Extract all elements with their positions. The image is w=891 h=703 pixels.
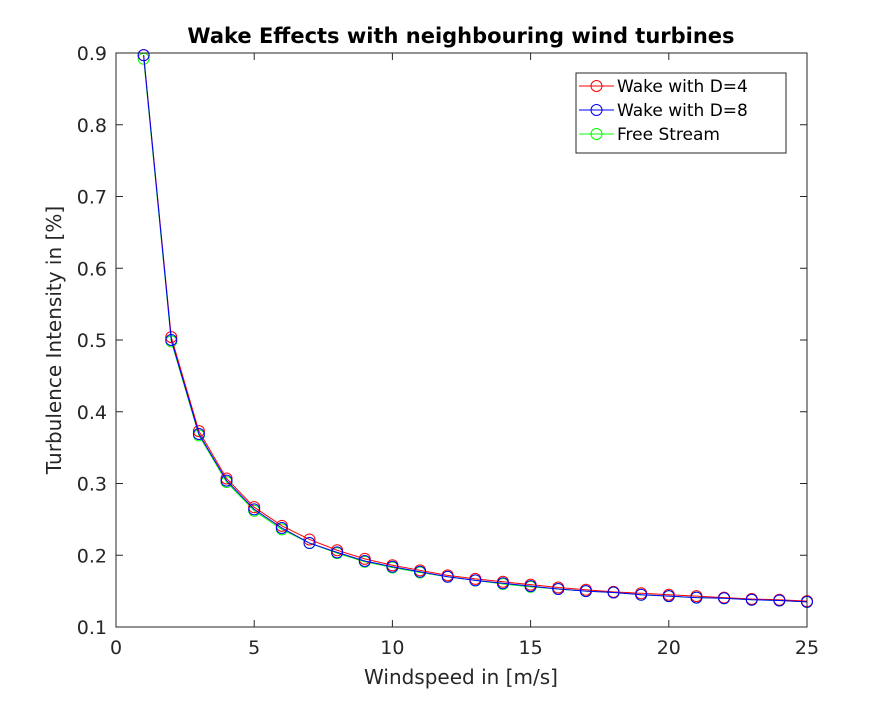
x-tick-label: 10 bbox=[380, 637, 404, 659]
data-point bbox=[718, 592, 731, 605]
data-point bbox=[192, 427, 205, 440]
data-point bbox=[275, 521, 288, 534]
data-point bbox=[469, 574, 482, 587]
y-tick-label: 0.8 bbox=[77, 115, 107, 137]
data-point bbox=[552, 582, 565, 595]
series-layer bbox=[137, 49, 813, 608]
data-point bbox=[496, 577, 509, 590]
x-tick-label: 15 bbox=[519, 637, 543, 659]
legend-label: Free Stream bbox=[617, 125, 720, 145]
series-line bbox=[143, 55, 808, 603]
data-point bbox=[137, 49, 150, 62]
ticks-layer: 0 5 10 15 20 25 0.1 0.2 0.3 0.4 0.5 0.6 0.7 0.8 0.9 bbox=[77, 43, 819, 659]
y-tick-label: 0.9 bbox=[77, 43, 107, 65]
data-point bbox=[579, 585, 592, 598]
data-point bbox=[414, 565, 427, 578]
x-tick-label: 5 bbox=[248, 637, 260, 659]
data-point bbox=[635, 588, 648, 601]
y-tick-label: 0.6 bbox=[77, 258, 107, 280]
data-point bbox=[607, 586, 620, 599]
data-point bbox=[441, 570, 454, 583]
x-tick-label: 20 bbox=[657, 637, 681, 659]
x-tick-label: 25 bbox=[795, 637, 819, 659]
x-tick-label: 0 bbox=[110, 637, 122, 659]
data-point bbox=[773, 594, 786, 607]
y-axis-label: Turbulence Intensity in [%] bbox=[42, 206, 66, 475]
y-tick-label: 0.4 bbox=[77, 402, 107, 424]
legend-marker bbox=[590, 104, 603, 116]
data-point bbox=[165, 334, 178, 346]
legend-marker bbox=[590, 80, 603, 92]
data-point bbox=[524, 580, 537, 593]
data-point bbox=[165, 331, 178, 344]
x-axis-label: Windspeed in [m/s] bbox=[364, 665, 558, 689]
data-point bbox=[386, 560, 399, 573]
legend-marker bbox=[590, 128, 603, 140]
y-tick-label: 0.1 bbox=[77, 617, 107, 639]
series-1 bbox=[137, 49, 813, 608]
y-tick-label: 0.3 bbox=[77, 474, 107, 496]
y-tick-label: 0.5 bbox=[77, 330, 107, 352]
y-tick-label: 0.2 bbox=[77, 545, 107, 567]
data-point bbox=[745, 593, 758, 606]
legend-label: Wake with D=8 bbox=[617, 101, 748, 121]
data-point bbox=[358, 554, 371, 567]
y-tick-label: 0.7 bbox=[77, 187, 107, 209]
data-point bbox=[220, 474, 233, 487]
data-point bbox=[303, 533, 316, 546]
data-point bbox=[248, 503, 261, 516]
data-point bbox=[662, 590, 675, 603]
data-point bbox=[192, 425, 205, 438]
data-point bbox=[690, 591, 703, 604]
series-line bbox=[143, 55, 808, 602]
data-point bbox=[331, 546, 344, 559]
legend: Wake with D=4 Wake with D=8 Free Stream bbox=[575, 72, 787, 154]
chart-title: Wake Effects with neighbouring wind turb… bbox=[187, 24, 734, 48]
legend-label: Wake with D=4 bbox=[617, 77, 748, 97]
data-point bbox=[303, 537, 316, 550]
